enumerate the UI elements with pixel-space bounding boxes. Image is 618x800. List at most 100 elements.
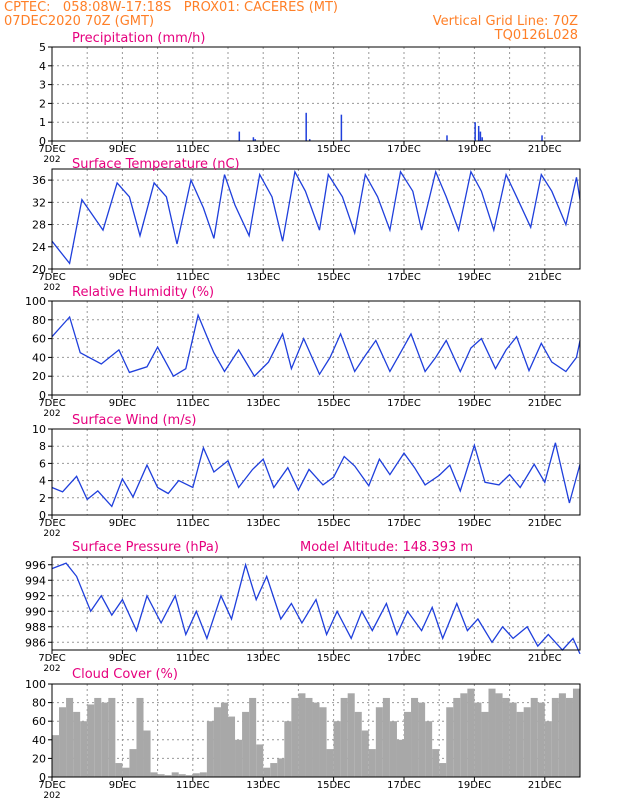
y-tick-label: 5 [39,41,46,54]
cloud-bar [537,702,545,777]
cloud-bar [59,707,67,777]
x-tick-label: 19DEC [458,518,492,529]
precip-bar [252,137,255,141]
cloud-bar [572,688,580,777]
cloud-bar [270,763,278,777]
x-tick-label: 15DEC [317,518,351,529]
x-tick-label: 19DEC [458,272,492,283]
x-tick-label: 19DEC [458,398,492,409]
y-tick-label: 32 [32,196,46,209]
cloud-bar [467,688,475,777]
x-tick-label: 9DEC [109,144,136,155]
cloud-bar [94,697,102,777]
cloud-bar [80,721,88,777]
y-tick-label: 10 [32,423,46,436]
x-tick-label: 7DEC [38,398,65,409]
cloud-bar [213,707,221,777]
precip-bar [479,131,482,141]
precip-bar [254,139,256,141]
precip-bar [446,135,448,141]
precip-bar [481,137,483,141]
cloud-bar [256,744,264,777]
cloud-bar [284,721,292,777]
cloud-bar [150,772,158,777]
x-tick-label: 17DEC [387,518,421,529]
x-year-label-clipped: 202 [43,155,60,165]
y-tick-label: 40 [32,351,46,364]
cloud-bar [101,702,109,777]
cloud-bar [298,693,306,777]
cloud-bar [460,693,468,777]
y-tick-label: 8 [39,440,46,453]
y-tick-label: 992 [25,590,46,603]
series-line [51,442,581,508]
cloud-bar [129,749,137,777]
x-tick-label: 19DEC [458,780,492,791]
cloud-bar [291,697,299,777]
x-tick-label: 17DEC [387,144,421,155]
x-tick-label: 21DEC [528,653,562,664]
y-tick-label: 0 [39,135,46,148]
y-tick-label: 20 [32,370,46,383]
cloud-bar [354,711,362,777]
y-tick-label: 24 [32,241,46,254]
x-tick-label: 13DEC [246,398,280,409]
x-tick-label: 11DEC [176,144,210,155]
cloud-bar [136,697,144,777]
precip-bar [477,125,480,141]
header-code: TQ0126L028 [494,28,578,43]
cloud-bar [361,730,369,777]
cloud-bar [347,693,355,777]
panel-title: Surface Wind (m/s) [72,413,196,428]
cloud-bar [242,711,250,777]
x-tick-label: 17DEC [387,272,421,283]
panel-title: Precipitation (mm/h) [72,31,205,46]
x-tick-label: 19DEC [458,653,492,664]
cloud-bar [523,707,531,777]
plot-frame [51,46,581,142]
x-tick-label: 21DEC [528,518,562,529]
series-line [51,562,581,655]
panel-precip: 0 1 2 3 4 5 7DEC 9DEC 11DEC 13DEC 15DEC 17DEC 19DEC 2… [38,31,581,165]
panel-rh: 0 20 40 60 80 100 7DEC 9DEC 11DEC 13DEC 15DEC 17DEC… [25,285,581,419]
cloud-bar [544,721,552,777]
cloud-bar [73,711,81,777]
x-tick-label: 9DEC [109,780,136,791]
cloud-bar [565,697,573,777]
x-tick-label: 21DEC [528,780,562,791]
cloud-bar [206,721,214,777]
cloud-bar [516,711,524,777]
y-tick-label: 20 [32,263,46,276]
x-tick-label: 13DEC [246,272,280,283]
cloud-bar [305,697,313,777]
y-tick-label: 1 [39,116,46,129]
cloud-bar [481,711,489,777]
cloud-bar [446,707,454,777]
plot-frame [51,683,581,778]
cloud-bar [164,775,172,777]
cloud-bar [488,688,496,777]
x-year-label-clipped: 202 [43,529,60,539]
cloud-bar [192,773,200,777]
series-line [51,312,581,378]
series-line [51,169,581,265]
precip-bar [308,139,311,141]
cloud-bar [143,730,151,777]
y-tick-label: 80 [32,697,46,710]
cloud-bar [530,697,538,777]
cloud-bar [333,721,341,777]
x-tick-label: 15DEC [317,398,351,409]
y-tick-label: 28 [32,219,46,232]
y-tick-label: 4 [39,60,46,73]
x-tick-label: 15DEC [317,272,351,283]
cloud-bar [115,763,123,777]
x-tick-label: 11DEC [176,653,210,664]
cloud-bar [418,702,426,777]
x-tick-label: 11DEC [176,398,210,409]
x-tick-label: 17DEC [387,653,421,664]
x-tick-label: 7DEC [38,780,65,791]
cloud-bar [108,697,116,777]
x-tick-label: 13DEC [246,653,280,664]
precip-bar [305,112,307,141]
y-tick-label: 2 [39,97,46,110]
